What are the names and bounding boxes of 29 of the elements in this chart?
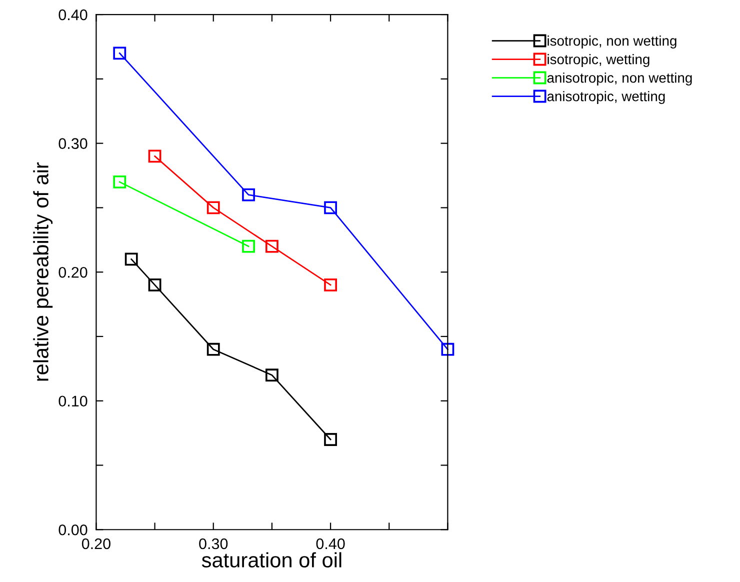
legend-label: anisotropic, non wetting [547,72,692,86]
point [113,46,126,60]
point [113,175,126,188]
x-axis-title: saturation of oil [202,552,342,568]
y-tick-label: 0.10 [58,396,88,407]
point [148,150,162,163]
x-tick-label: 0.30 [199,538,228,550]
point [265,368,278,382]
point [206,201,220,214]
legend-label: isotropic, wetting [548,54,650,68]
legend-label: isotropic, non wetting [548,36,676,49]
point [124,252,138,266]
point [441,342,454,356]
point [242,188,255,202]
point [148,278,162,292]
point [324,278,337,292]
point [324,201,337,214]
point [206,342,220,356]
y-tick-label: 0.00 [58,524,88,536]
y-tick-label: 0.30 [58,138,88,150]
point [265,240,278,253]
y-tick-label: 0.20 [58,266,88,278]
y-tick-label: 0.40 [58,9,88,20]
x-tick-label: 0.40 [316,538,345,550]
legend-label: anisotropic, wetting [547,91,665,104]
point [324,433,337,446]
x-tick-label: 0.20 [82,538,110,550]
y-axis-title: relative pereability of air [33,162,53,381]
point [242,240,255,253]
